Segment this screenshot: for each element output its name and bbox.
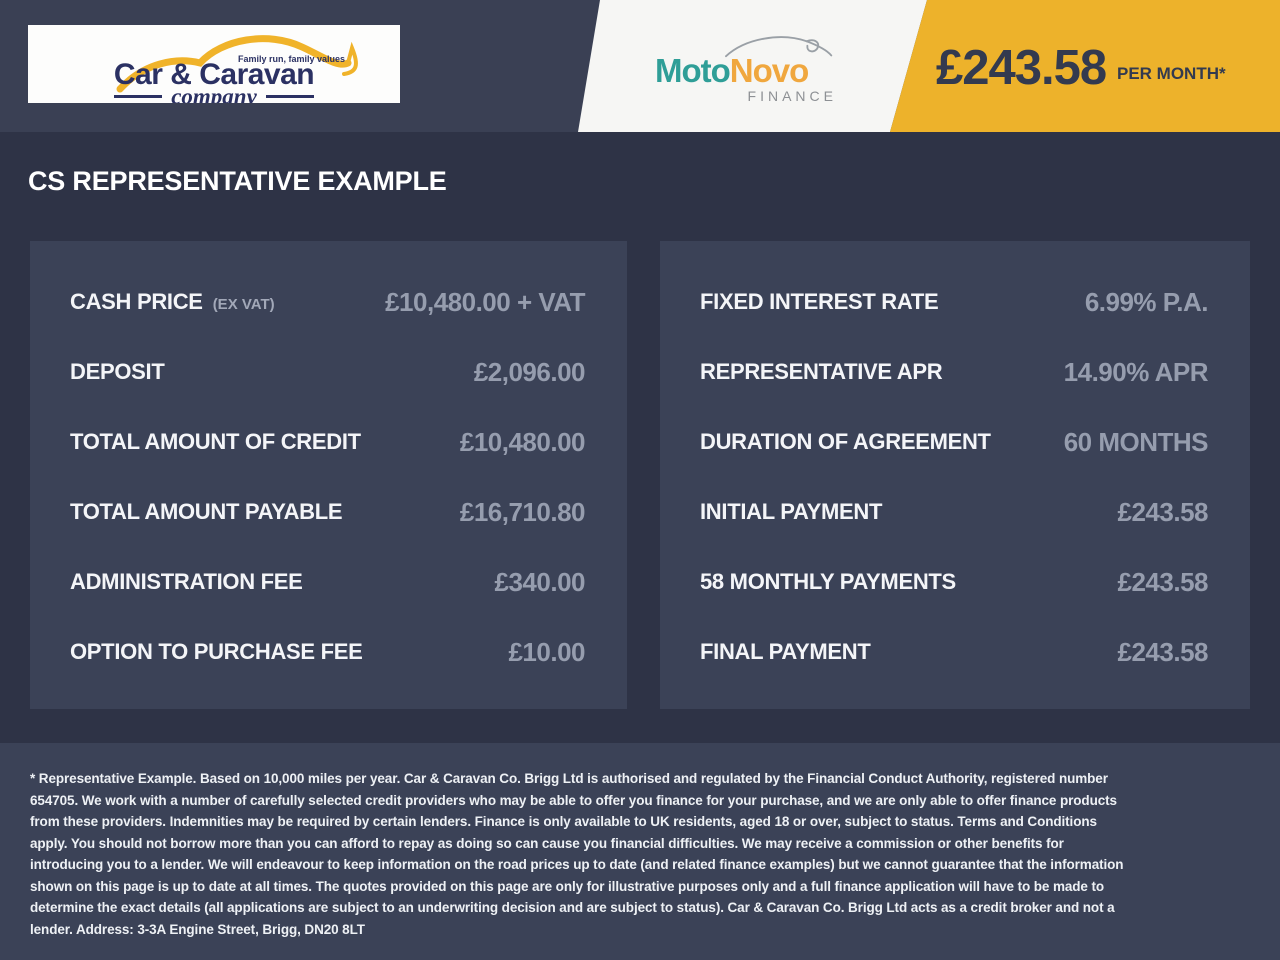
logo-dash-right [265,95,314,98]
finance-panel-left: CASH PRICE (EX VAT) £10,480.00 + VAT DEPO… [30,241,627,709]
motonovo-logo: MotoNovo FINANCE [655,26,837,108]
page-title: CS REPRESENTATIVE EXAMPLE [28,166,447,196]
row-value: 14.90% APR [1063,356,1209,387]
finance-row-apr: REPRESENTATIVE APR 14.90% APR [700,337,1209,407]
finance-row-total-credit: TOTAL AMOUNT OF CREDIT £10,480.00 [70,407,586,477]
row-label: OPTION TO PURCHASE FEE [70,639,363,664]
dealer-logo-subline: company [28,85,400,103]
finance-row-deposit: DEPOSIT £2,096.00 [70,337,586,407]
row-label: REPRESENTATIVE APR [700,359,943,384]
dealer-logo-subtitle: company [171,84,257,103]
row-label: DURATION OF AGREEMENT [700,429,991,454]
dealer-logo-tagline: Family run, family values [238,54,346,64]
car-swoosh-icon [116,35,358,93]
motonovo-finance-label: FINANCE [747,88,837,104]
finance-row-option-fee: OPTION TO PURCHASE FEE £10.00 [70,617,585,687]
row-label: TOTAL AMOUNT OF CREDIT [70,429,361,454]
disclaimer-text: * Representative Example. Based on 10,00… [30,771,1124,937]
header-band: Family run, family values Car & Caravan … [0,0,1280,132]
header-yellow-stripe [890,0,1280,132]
row-value: £10,480.00 + VAT [385,286,585,317]
logo-dash-left [114,95,163,98]
row-value: £243.58 [1117,496,1209,527]
header-white-stripe [578,0,927,132]
finance-row-duration: DURATION OF AGREEMENT 60 MONTHS [700,407,1209,477]
finance-row-total-payable: TOTAL AMOUNT PAYABLE £16,710.80 [70,477,586,547]
row-value: 60 MONTHS [1063,426,1209,457]
car-sketch-icon [725,36,833,58]
finance-row-initial-payment: INITIAL PAYMENT £243.58 [700,477,1209,547]
row-value: £10.00 [508,636,585,667]
dealer-logo: Family run, family values Car & Caravan … [28,25,400,103]
finance-row-final-payment: FINAL PAYMENT £243.58 [700,617,1209,687]
row-label: ADMINISTRATION FEE [70,569,303,594]
monthly-price-amount: £243.58 [936,41,1107,95]
row-value: 6.99% P.A. [1084,286,1209,317]
monthly-price-period: PER MONTH* [1117,64,1226,83]
finance-row-cash-price: CASH PRICE (EX VAT) £10,480.00 + VAT [70,267,585,337]
motonovo-moto-text: Moto [655,52,731,89]
finance-row-interest-rate: FIXED INTEREST RATE 6.99% P.A. [700,267,1209,337]
row-label: INITIAL PAYMENT [700,499,883,524]
row-note: (EX VAT) [212,296,275,313]
row-value: £340.00 [494,566,586,597]
dealer-logo-title: Car & Caravan [113,58,315,91]
row-value: £2,096.00 [473,356,586,387]
motonovo-wordmark: MotoNovo [655,54,837,87]
finance-panel-right: FIXED INTEREST RATE 6.99% P.A. REPRESENT… [660,241,1250,709]
row-value: £16,710.80 [459,496,586,527]
row-label: CASH PRICE [70,289,203,314]
row-label: 58 MONTHLY PAYMENTS [700,569,956,594]
row-label: DEPOSIT [70,359,165,384]
row-label: TOTAL AMOUNT PAYABLE [70,499,343,524]
row-label: FIXED INTEREST RATE [700,289,939,314]
finance-row-admin-fee: ADMINISTRATION FEE £340.00 [70,547,586,617]
row-value: £243.58 [1117,566,1209,597]
row-value: £243.58 [1117,636,1209,667]
row-value: £10,480.00 [459,426,586,457]
finance-row-monthly-payments: 58 MONTHLY PAYMENTS £243.58 [700,547,1209,617]
motonovo-novo-text: Novo [729,52,809,89]
row-label: FINAL PAYMENT [700,639,871,664]
footer-band: * Representative Example. Based on 10,00… [0,743,1280,960]
